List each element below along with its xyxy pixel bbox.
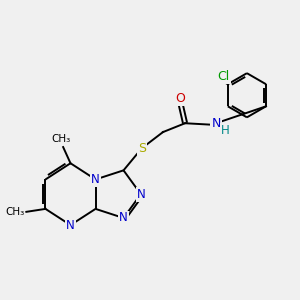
Text: N: N bbox=[119, 212, 128, 224]
Text: N: N bbox=[91, 173, 100, 186]
Text: O: O bbox=[176, 92, 186, 105]
Text: S: S bbox=[138, 142, 146, 155]
Text: CH₃: CH₃ bbox=[5, 207, 24, 217]
Text: N: N bbox=[211, 117, 221, 130]
Text: N: N bbox=[136, 188, 145, 201]
Text: Cl: Cl bbox=[218, 70, 230, 83]
Text: CH₃: CH₃ bbox=[52, 134, 71, 144]
Text: H: H bbox=[221, 124, 230, 137]
Text: N: N bbox=[66, 219, 75, 232]
